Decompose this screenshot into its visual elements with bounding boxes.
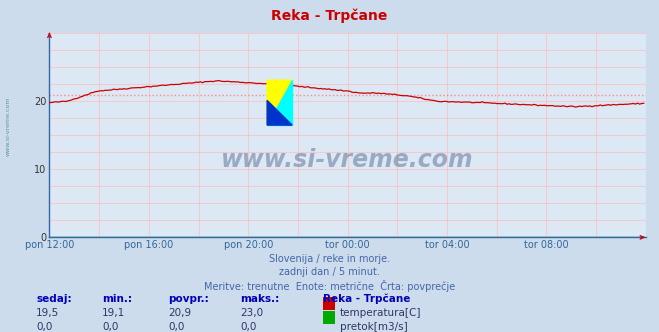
Text: min.:: min.:	[102, 294, 132, 304]
Text: Slovenija / reke in morje.: Slovenija / reke in morje.	[269, 254, 390, 264]
Text: sedaj:: sedaj:	[36, 294, 72, 304]
Polygon shape	[267, 100, 292, 125]
Text: 0,0: 0,0	[102, 322, 119, 332]
Text: 0,0: 0,0	[168, 322, 185, 332]
Text: zadnji dan / 5 minut.: zadnji dan / 5 minut.	[279, 267, 380, 277]
Text: www.si-vreme.com: www.si-vreme.com	[221, 148, 474, 172]
Text: 20,9: 20,9	[168, 308, 191, 318]
Text: povpr.:: povpr.:	[168, 294, 209, 304]
Text: Reka - Trpčane: Reka - Trpčane	[323, 294, 411, 304]
Text: 19,1: 19,1	[102, 308, 125, 318]
Text: Reka - Trpčane: Reka - Trpčane	[272, 8, 387, 23]
Text: www.si-vreme.com: www.si-vreme.com	[5, 96, 11, 156]
Text: pretok[m3/s]: pretok[m3/s]	[340, 322, 408, 332]
Text: 23,0: 23,0	[241, 308, 264, 318]
Text: maks.:: maks.:	[241, 294, 280, 304]
Polygon shape	[267, 80, 292, 125]
Text: 19,5: 19,5	[36, 308, 59, 318]
Text: Meritve: trenutne  Enote: metrične  Črta: povprečje: Meritve: trenutne Enote: metrične Črta: …	[204, 280, 455, 292]
Polygon shape	[267, 80, 292, 125]
Text: temperatura[C]: temperatura[C]	[340, 308, 422, 318]
Text: 0,0: 0,0	[36, 322, 53, 332]
Text: 0,0: 0,0	[241, 322, 257, 332]
